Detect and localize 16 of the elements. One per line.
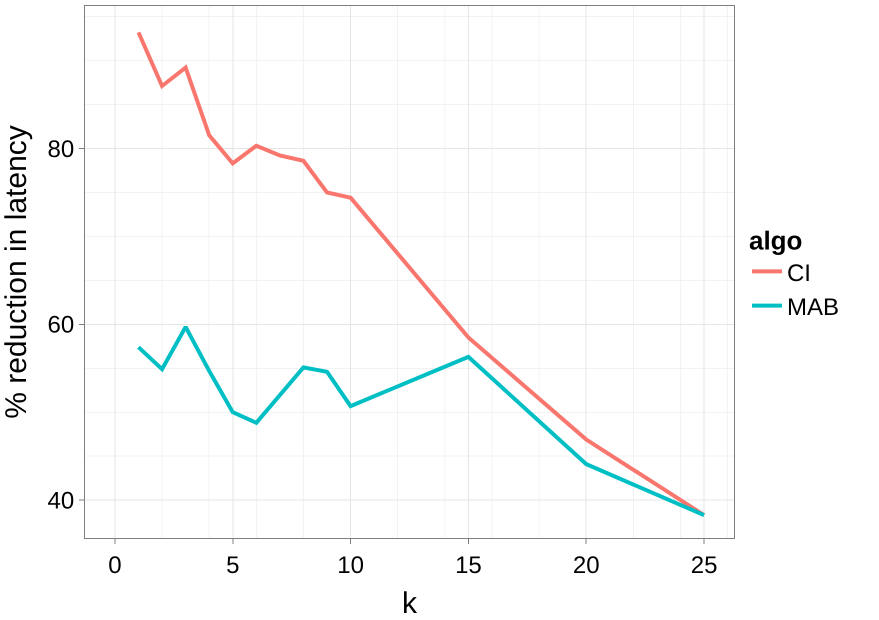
legend-title: algo [748,225,802,256]
x-axis-title: k [402,587,418,620]
line-series [136,324,706,518]
x-tick-label: 0 [108,552,122,579]
y-axis-title: % reduction in latency [0,125,33,419]
x-tick-label: 10 [337,552,364,579]
y-tick-label: 40 [47,488,74,515]
legend-label: MAB [786,294,839,321]
x-tick-label: 20 [572,552,600,579]
x-tick-label: 15 [455,552,482,579]
line-series [136,30,706,518]
legend-label: CI [786,260,811,287]
x-tick-label: 5 [226,552,240,579]
x-tick-label: 25 [690,552,718,579]
y-tick-label: 80 [47,136,74,163]
y-tick-label: 60 [47,312,74,339]
